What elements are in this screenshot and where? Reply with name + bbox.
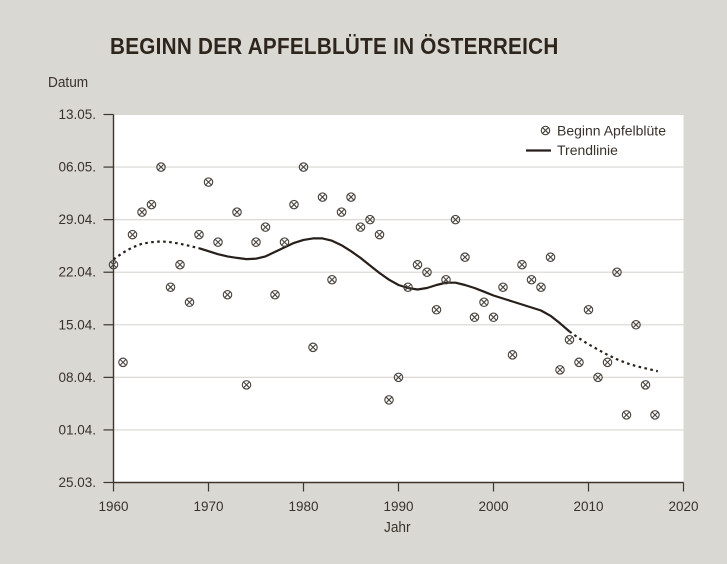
scatter-point bbox=[488, 312, 499, 323]
scatter-point bbox=[222, 289, 233, 300]
y-tick-label: 22.04. bbox=[58, 265, 96, 280]
scatter-point bbox=[403, 282, 413, 293]
scatter-point bbox=[279, 237, 290, 247]
scatter-point bbox=[346, 192, 356, 202]
y-tick-label: 08.04. bbox=[58, 370, 96, 385]
scatter-point bbox=[393, 372, 404, 383]
y-tick-label: 25.03. bbox=[58, 475, 96, 490]
scatter-point bbox=[260, 222, 271, 232]
y-axis-title: Datum bbox=[48, 75, 89, 91]
y-tick-label: 29.04. bbox=[58, 212, 96, 227]
scatter-point bbox=[127, 229, 138, 240]
scatter-point bbox=[251, 237, 261, 247]
y-tick-label: 01.04. bbox=[58, 422, 96, 437]
scatter-point bbox=[574, 357, 584, 368]
scatter-point bbox=[650, 410, 660, 420]
scatter-point bbox=[270, 289, 280, 300]
scatter-point bbox=[317, 192, 328, 202]
legend-marker-icon bbox=[540, 125, 551, 136]
trendline-segment-dotted bbox=[568, 330, 659, 373]
scatter-point bbox=[450, 214, 461, 225]
x-tick-label: 1970 bbox=[193, 499, 223, 514]
scatter-point bbox=[146, 199, 157, 210]
scatter-point bbox=[583, 304, 594, 315]
scatter-point bbox=[184, 297, 195, 308]
scatter-point bbox=[640, 380, 651, 390]
x-tick-label: 2000 bbox=[478, 499, 508, 514]
scatter-point bbox=[118, 357, 128, 368]
scatter-point bbox=[365, 214, 375, 225]
x-tick-label: 2020 bbox=[668, 499, 698, 514]
plot-background bbox=[113, 114, 684, 483]
scatter-point bbox=[431, 304, 442, 315]
scatter-point bbox=[536, 282, 546, 293]
x-tick-label: 1980 bbox=[288, 499, 318, 514]
x-axis-title: Jahr bbox=[384, 520, 411, 536]
scatter-point bbox=[460, 252, 470, 262]
scatter-point bbox=[336, 207, 347, 217]
scatter-point bbox=[479, 297, 489, 308]
x-tick-label: 2010 bbox=[573, 499, 603, 514]
scatter-point bbox=[165, 282, 176, 293]
scatter-point bbox=[289, 199, 299, 210]
scatter-point bbox=[384, 395, 394, 405]
legend-label-scatter: Beginn Apfelblüte bbox=[557, 123, 666, 139]
chart-title: BEGINN DER APFELBLÜTE IN ÖSTERREICH bbox=[110, 33, 559, 59]
scatter-point bbox=[108, 259, 119, 270]
scatter-point bbox=[526, 274, 537, 285]
scatter-point bbox=[137, 207, 147, 217]
x-tick-label: 1990 bbox=[383, 499, 413, 514]
scatter-point bbox=[612, 267, 622, 277]
scatter-point bbox=[308, 342, 318, 353]
scatter-point bbox=[374, 229, 385, 240]
scatter-point bbox=[213, 237, 223, 247]
trendline-segment-solid bbox=[198, 237, 571, 333]
scatter-point bbox=[517, 259, 527, 270]
scatter-point bbox=[593, 372, 603, 383]
scatter-point bbox=[327, 274, 337, 285]
scatter-point bbox=[545, 252, 556, 262]
scatter-point bbox=[203, 177, 214, 187]
scatter-point bbox=[631, 320, 641, 330]
y-tick-label: 15.04. bbox=[58, 317, 96, 332]
scatter-point bbox=[298, 162, 309, 172]
scatter-point bbox=[555, 365, 565, 375]
scatter-point bbox=[412, 259, 423, 270]
y-tick-label: 06.05. bbox=[58, 160, 96, 175]
scatter-point bbox=[469, 312, 480, 323]
legend-label-trend: Trendlinie bbox=[557, 142, 618, 158]
y-tick-label: 13.05. bbox=[58, 107, 96, 122]
scatter-point bbox=[194, 229, 204, 240]
scatter-point bbox=[498, 282, 508, 293]
scatter-point bbox=[355, 222, 366, 232]
scatter-point bbox=[602, 357, 613, 368]
scatter-point bbox=[422, 267, 432, 277]
scatter-point bbox=[507, 350, 518, 360]
scatter-point bbox=[564, 335, 575, 345]
scatter-point bbox=[241, 380, 252, 390]
scatter-point bbox=[232, 207, 242, 217]
scatter-point bbox=[621, 410, 632, 420]
scatter-point bbox=[156, 162, 166, 172]
x-tick-label: 1960 bbox=[98, 499, 128, 514]
scatter-point bbox=[175, 259, 185, 270]
scatter-point bbox=[441, 274, 451, 285]
